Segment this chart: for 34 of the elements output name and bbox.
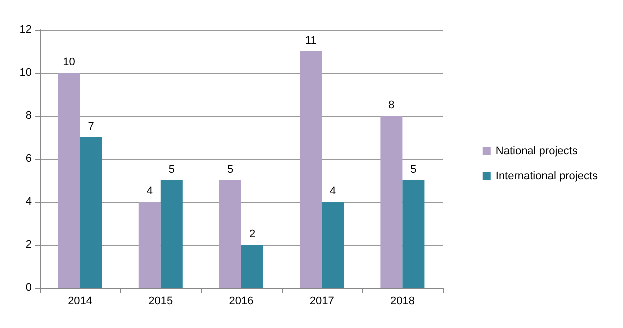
bar — [220, 180, 242, 288]
data-label: 5 — [410, 164, 417, 176]
y-tick-label: 8 — [26, 110, 32, 122]
x-tick-label: 2018 — [390, 296, 415, 308]
data-label: 5 — [227, 164, 234, 176]
bar — [322, 202, 344, 288]
bar — [380, 116, 403, 288]
data-label: 4 — [330, 186, 336, 198]
y-tick-label: 12 — [20, 24, 32, 36]
bar — [58, 73, 80, 288]
legend-label: International projects — [496, 170, 598, 182]
y-tick-label: 0 — [26, 282, 32, 294]
data-label: 4 — [146, 186, 153, 198]
y-tick-label: 4 — [26, 196, 32, 208]
x-tick-label: 2015 — [148, 296, 174, 308]
data-label: 2 — [249, 228, 256, 240]
data-label: 5 — [168, 164, 175, 176]
bar — [402, 180, 425, 288]
legend-label: National projects — [496, 146, 578, 158]
data-label: 7 — [88, 121, 94, 133]
data-label: 8 — [388, 100, 395, 112]
bar — [242, 245, 264, 288]
bar — [300, 52, 322, 288]
data-label: 10 — [63, 56, 76, 68]
x-tick-label: 2014 — [68, 296, 93, 308]
y-tick-label: 6 — [26, 153, 32, 165]
bar — [80, 138, 102, 288]
y-tick-label: 2 — [26, 239, 32, 251]
y-tick-label: 10 — [20, 67, 32, 79]
bar — [160, 180, 183, 288]
x-tick-label: 2016 — [229, 296, 254, 308]
x-tick-label: 2017 — [310, 296, 334, 308]
bar — [138, 202, 161, 288]
data-label: 11 — [305, 35, 317, 47]
